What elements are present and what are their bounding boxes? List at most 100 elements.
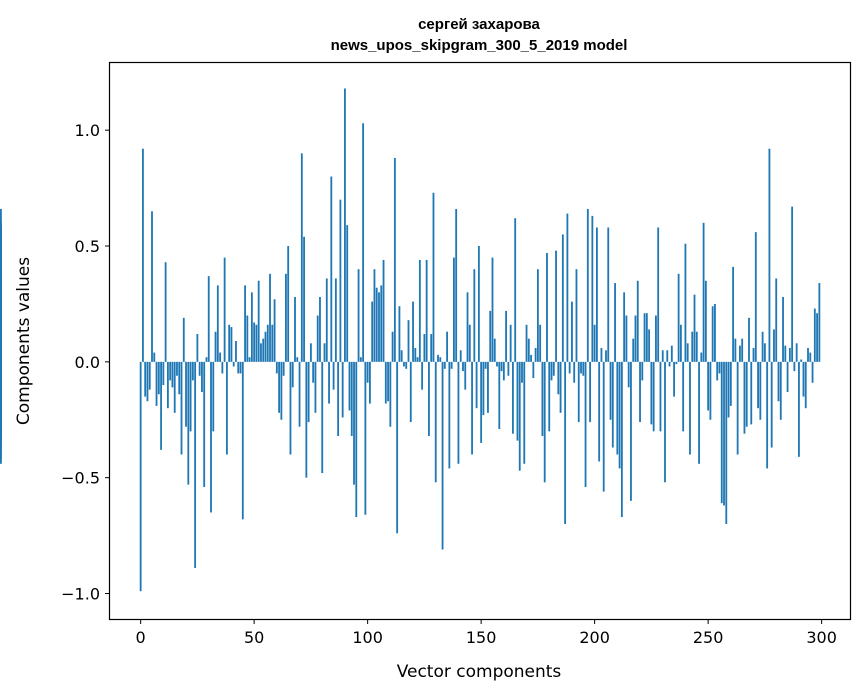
bar-3 xyxy=(146,361,149,402)
bar-218 xyxy=(634,315,637,362)
bar-276 xyxy=(766,361,769,469)
bar-76 xyxy=(312,361,315,383)
bar-125 xyxy=(423,334,426,362)
bar-13 xyxy=(169,361,172,381)
bar-231 xyxy=(664,361,666,483)
bar-32 xyxy=(212,361,215,432)
bar-93 xyxy=(350,361,353,436)
bar-283 xyxy=(782,296,784,362)
bar-56 xyxy=(266,324,269,362)
bar-221 xyxy=(641,361,644,381)
bar-58 xyxy=(271,324,274,362)
bar-186 xyxy=(561,234,564,362)
bar-91 xyxy=(346,225,349,362)
bar-295 xyxy=(809,352,812,362)
bar-143 xyxy=(464,361,467,390)
bar-124 xyxy=(421,361,424,390)
bar-41 xyxy=(232,361,235,367)
bar-287 xyxy=(791,206,794,362)
bar-15 xyxy=(173,361,176,413)
bar-160 xyxy=(502,361,505,381)
bar-238 xyxy=(679,324,682,362)
bar-100 xyxy=(366,361,369,383)
bar-153 xyxy=(487,361,489,413)
bar-223 xyxy=(645,313,648,362)
bar-219 xyxy=(636,280,639,362)
bar-206 xyxy=(607,227,610,362)
bar-259 xyxy=(727,361,730,418)
bar-285 xyxy=(786,361,789,392)
bar-148 xyxy=(475,361,478,409)
bar-247 xyxy=(700,352,703,362)
bar-260 xyxy=(729,361,732,406)
bar-252 xyxy=(711,306,714,362)
bar-55 xyxy=(264,331,267,362)
bar-23 xyxy=(191,361,194,381)
bar-21 xyxy=(187,361,190,485)
bar-54 xyxy=(262,338,265,362)
bar-284 xyxy=(784,345,787,362)
bar-214 xyxy=(625,315,628,362)
bar-26 xyxy=(198,361,201,376)
plot-frame xyxy=(108,61,852,621)
bar-20 xyxy=(185,361,187,427)
bar-106 xyxy=(380,285,383,362)
bar-30 xyxy=(207,276,210,362)
bar-24 xyxy=(194,361,197,569)
bar-249 xyxy=(704,280,707,362)
x-tick-label: 150 xyxy=(466,628,497,647)
bar-88 xyxy=(339,199,342,362)
bar-286 xyxy=(788,347,791,362)
bar-18 xyxy=(180,361,183,455)
bar-264 xyxy=(739,345,741,362)
bar-65 xyxy=(287,246,290,362)
bar-146 xyxy=(471,361,473,455)
bar-292 xyxy=(802,361,805,397)
bar-16 xyxy=(176,361,178,376)
bar-189 xyxy=(568,361,571,374)
bar-158 xyxy=(498,361,501,430)
bar-46 xyxy=(244,285,246,362)
bar-136 xyxy=(448,361,451,469)
bar-208 xyxy=(611,361,614,448)
bar-156 xyxy=(493,338,496,362)
bar-237 xyxy=(677,273,680,362)
bar-69 xyxy=(296,357,299,362)
bar-70 xyxy=(298,361,301,427)
y-axis-label: Components values xyxy=(14,257,34,425)
bar-9 xyxy=(160,361,162,450)
bar-31 xyxy=(210,361,212,513)
bar-258 xyxy=(725,361,728,525)
bar-94 xyxy=(353,361,355,485)
y-tick-label: −1.0 xyxy=(61,585,100,604)
bar-273 xyxy=(759,361,762,420)
bar-120 xyxy=(412,301,414,362)
bar-297 xyxy=(813,308,816,362)
bar-291 xyxy=(800,359,803,362)
bar-176 xyxy=(539,324,542,362)
bar-151 xyxy=(482,361,485,416)
bar-79 xyxy=(319,296,321,362)
x-tick-label: 0 xyxy=(136,628,146,647)
bar-290 xyxy=(798,361,800,457)
bar-229 xyxy=(659,361,662,432)
bar-66 xyxy=(289,361,292,455)
bar-197 xyxy=(586,208,589,362)
bar-105 xyxy=(378,292,380,362)
bar-230 xyxy=(661,350,664,362)
bar-274 xyxy=(761,331,764,362)
bar-187 xyxy=(564,361,567,525)
bar-281 xyxy=(777,361,780,402)
bar-278 xyxy=(770,361,773,448)
bar-243 xyxy=(691,331,694,362)
bar-74 xyxy=(307,361,310,423)
chart-title: сергей захарова xyxy=(418,16,540,33)
bar-222 xyxy=(643,313,646,362)
bar-96 xyxy=(357,269,360,362)
bar-204 xyxy=(602,361,605,492)
bar-228 xyxy=(657,227,660,362)
bar-161 xyxy=(505,310,508,362)
bar-102 xyxy=(371,301,374,362)
bar-279 xyxy=(773,329,775,362)
bar-185 xyxy=(559,361,562,413)
